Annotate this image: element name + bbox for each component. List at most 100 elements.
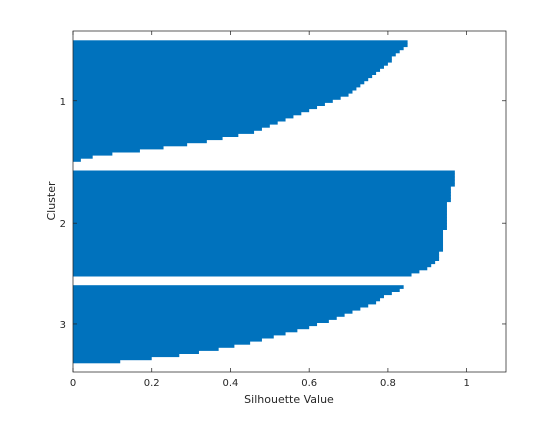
silhouette-bar-c1-1	[73, 43, 408, 48]
silhouette-bar-c3-17	[73, 337, 262, 342]
silhouette-bar-c3-18	[73, 341, 251, 345]
y-axis-label: Cluster	[45, 181, 58, 221]
silhouette-bar-c1-35	[73, 148, 140, 153]
silhouette-bar-c2-33	[73, 272, 412, 277]
x-tick-label: 0.6	[301, 378, 317, 389]
silhouette-bar-c2-16	[73, 220, 447, 224]
silhouette-bar-c2-22	[73, 238, 444, 243]
silhouette-bar-c2-6	[73, 189, 451, 193]
x-tick-label: 1	[463, 378, 469, 389]
silhouette-bar-c2-2	[73, 176, 455, 181]
silhouette-bar-c1-29	[73, 130, 255, 134]
silhouette-bar-c2-17	[73, 223, 447, 227]
y-tick-label: 3	[60, 320, 66, 331]
y-tick-label: 1	[60, 97, 66, 108]
silhouette-bar-c2-24	[73, 244, 444, 249]
silhouette-bar-c1-3	[73, 49, 400, 54]
silhouette-bar-c1-37	[73, 155, 93, 159]
bars-layer	[73, 40, 455, 364]
silhouette-bar-c2-28	[73, 257, 440, 261]
silhouette-bar-c1-23	[73, 111, 302, 116]
silhouette-bar-c2-25	[73, 248, 444, 252]
silhouette-bar-c3-22	[73, 353, 180, 358]
silhouette-bar-c2-11	[73, 204, 447, 209]
silhouette-bar-c3-24	[73, 359, 121, 364]
silhouette-bar-c2-23	[73, 241, 444, 246]
silhouette-bar-c3-0	[73, 285, 404, 289]
silhouette-bar-c1-7	[73, 62, 388, 66]
silhouette-bar-c3-19	[73, 344, 235, 348]
silhouette-bar-c1-21	[73, 105, 318, 110]
silhouette-bar-c1-28	[73, 127, 262, 131]
silhouette-bar-c1-19	[73, 99, 333, 103]
silhouette-bar-c2-15	[73, 217, 447, 221]
silhouette-bar-c3-5	[73, 300, 377, 305]
axes-layer	[72, 30, 507, 373]
silhouette-bar-c2-4	[73, 182, 455, 187]
silhouette-bar-c1-38	[73, 158, 81, 162]
silhouette-bar-c2-21	[73, 235, 444, 240]
silhouette-bar-c3-11	[73, 319, 329, 323]
silhouette-bar-c2-7	[73, 192, 451, 196]
silhouette-bar-c1-10	[73, 71, 377, 75]
silhouette-bar-c1-16	[73, 89, 353, 94]
silhouette-bar-c3-14	[73, 328, 298, 333]
silhouette-bar-c1-30	[73, 133, 239, 137]
silhouette-bar-c1-25	[73, 117, 286, 122]
silhouette-bar-c2-31	[73, 266, 428, 271]
ticks-layer: 0 0.2 0.4 0.6 0.8 1 1 2 3	[60, 31, 506, 389]
silhouette-bar-c1-5	[73, 55, 392, 60]
silhouette-bar-c1-0	[73, 40, 408, 44]
silhouette-bar-c1-33	[73, 142, 188, 147]
silhouette-bar-c2-3	[73, 179, 455, 184]
x-tick-label: 0.4	[223, 378, 239, 389]
silhouette-bar-c2-12	[73, 207, 447, 212]
silhouette-bar-c2-9	[73, 198, 451, 203]
silhouette-bar-c1-26	[73, 120, 278, 125]
silhouette-bar-c1-8	[73, 65, 384, 69]
silhouette-bar-c3-8	[73, 310, 353, 314]
x-tick-label: 0	[70, 378, 76, 389]
silhouette-bar-c1-12	[73, 77, 369, 82]
silhouette-bar-c3-15	[73, 331, 286, 336]
silhouette-bar-c2-10	[73, 201, 447, 206]
silhouette-bar-c1-4	[73, 52, 396, 57]
silhouette-bar-c1-11	[73, 74, 373, 79]
plot-frame	[72, 30, 507, 373]
silhouette-bar-c2-30	[73, 263, 432, 268]
silhouette-bar-c3-20	[73, 347, 219, 351]
silhouette-bar-c1-22	[73, 108, 310, 113]
silhouette-bar-c2-8	[73, 195, 451, 199]
silhouette-bar-c3-23	[73, 356, 152, 361]
silhouette-bar-c1-14	[73, 83, 361, 88]
silhouette-bar-c1-6	[73, 58, 392, 63]
silhouette-bar-c3-9	[73, 313, 345, 317]
silhouette-bar-c2-27	[73, 254, 440, 258]
silhouette-bar-c3-10	[73, 316, 337, 320]
silhouette-bar-c3-13	[73, 325, 310, 330]
silhouette-bar-c2-13	[73, 210, 447, 215]
silhouette-bar-c1-17	[73, 93, 349, 97]
silhouette-bar-c1-34	[73, 145, 164, 150]
silhouette-bar-c1-36	[73, 151, 113, 156]
silhouette-bar-c1-18	[73, 96, 341, 100]
silhouette-bar-c3-3	[73, 294, 384, 299]
x-axis-label: Silhouette Value	[244, 393, 334, 406]
silhouette-bar-c3-16	[73, 334, 274, 339]
x-tick-label: 0.8	[380, 378, 396, 389]
silhouette-bar-c3-6	[73, 303, 369, 308]
silhouette-bar-c3-2	[73, 291, 392, 296]
silhouette-bar-c1-32	[73, 139, 207, 144]
y-tick-label: 2	[60, 219, 66, 230]
silhouette-bar-c2-14	[73, 213, 447, 218]
silhouette-bar-c1-2	[73, 46, 404, 51]
silhouette-bar-c2-26	[73, 251, 440, 255]
silhouette-bar-c3-12	[73, 322, 318, 327]
silhouette-bar-c1-31	[73, 136, 223, 141]
silhouette-bar-c1-15	[73, 86, 357, 91]
silhouette-bar-c1-9	[73, 68, 381, 72]
silhouette-bar-c3-4	[73, 297, 381, 302]
silhouette-bar-c3-21	[73, 350, 199, 354]
silhouette-bar-c2-18	[73, 226, 447, 230]
x-tick-label: 0.2	[144, 378, 160, 389]
